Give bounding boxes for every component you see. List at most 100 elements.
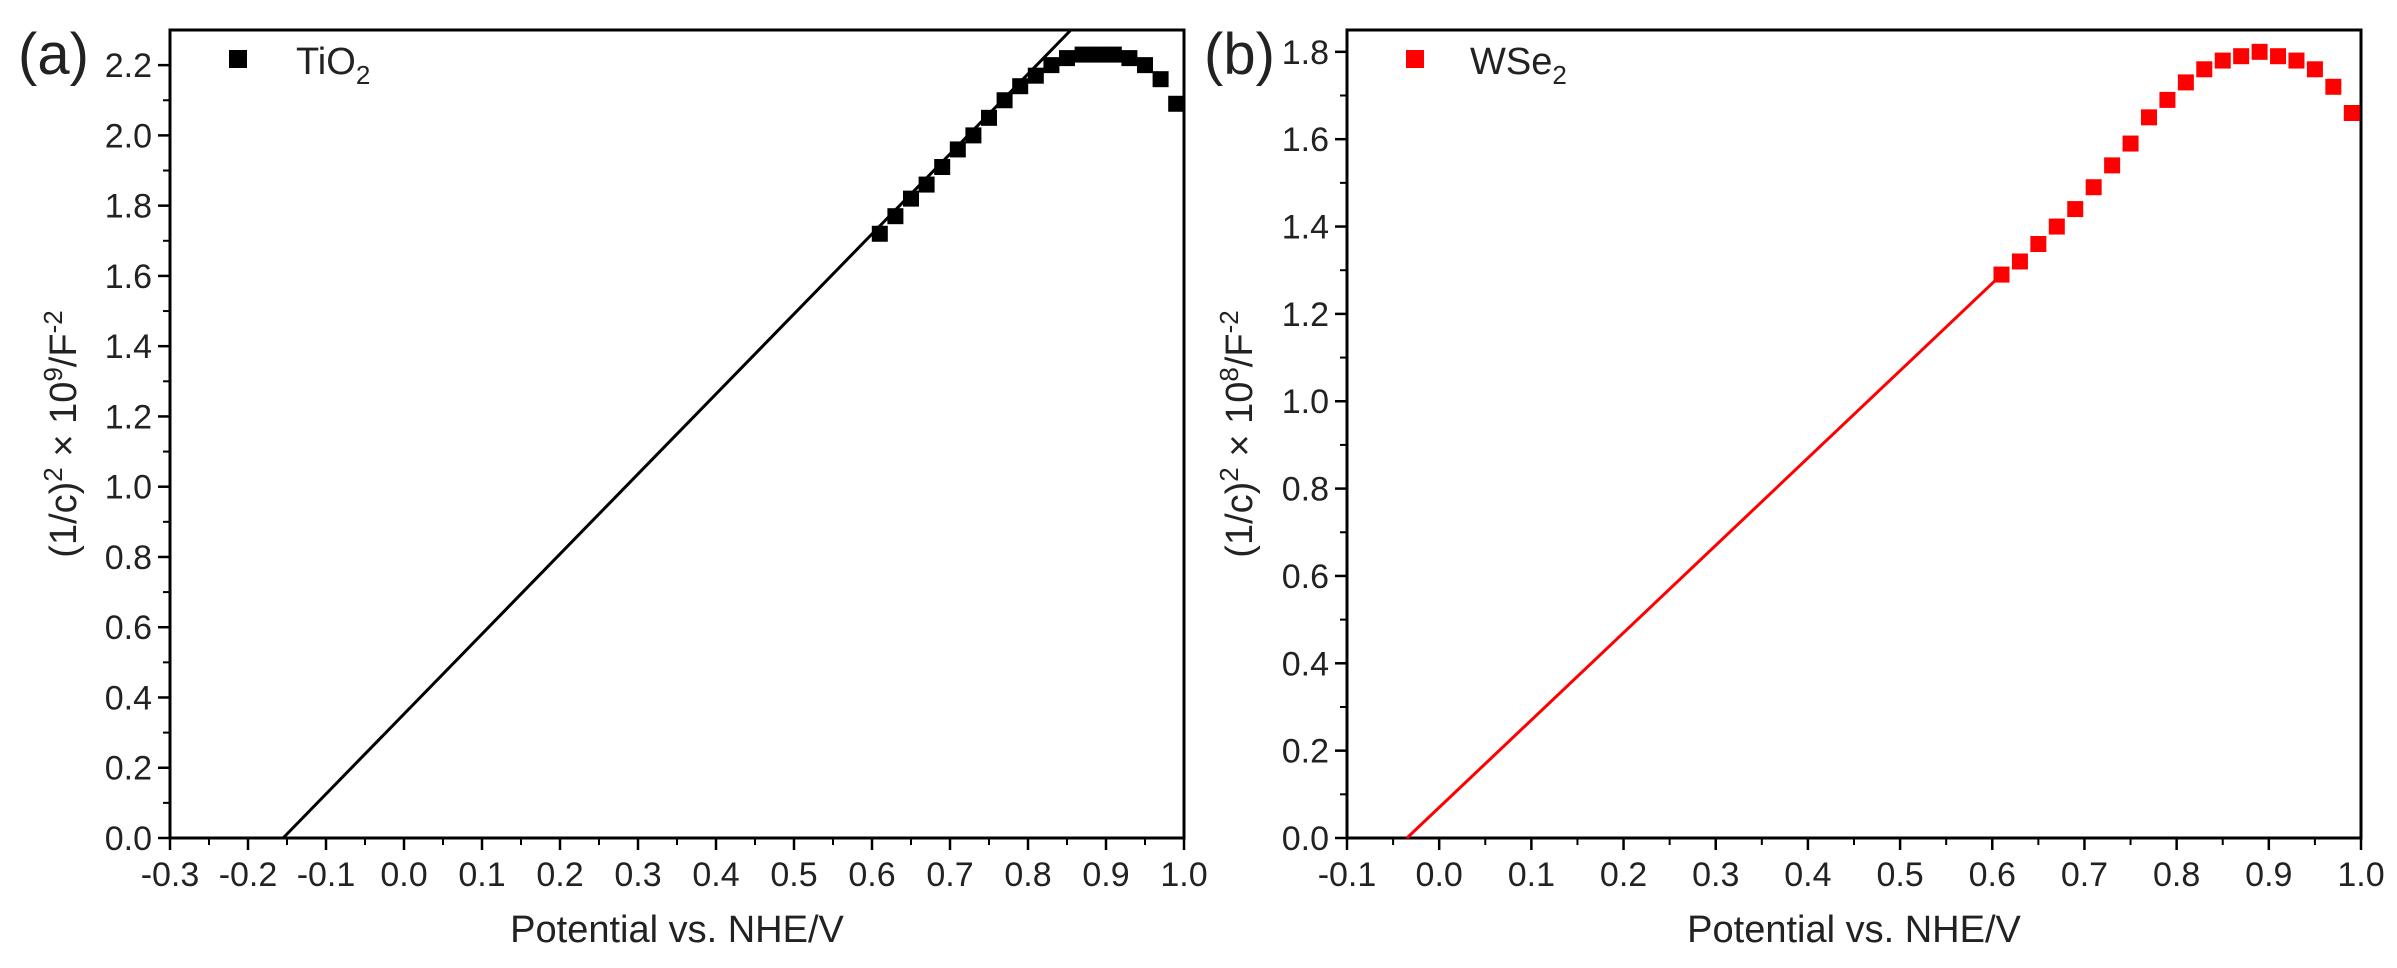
x-tick-label-b: 0.2 (1600, 856, 1647, 894)
x-tick-label-b: 0.0 (1416, 856, 1463, 894)
data-point-b (2159, 91, 2176, 108)
x-tick-label-a: -0.1 (297, 856, 356, 894)
data-point-b (2122, 135, 2139, 152)
data-point-a (1059, 50, 1075, 67)
y-tick-label-a: 2.2 (105, 47, 152, 85)
legend-b: WSe2 (1406, 41, 1567, 90)
data-point-a (996, 92, 1013, 109)
plot-area-b: -0.1 0.0 0.1 0.2 0.3 0.4 0.5 0.6 0.7 0.8 0.9 1.00.0… (1282, 28, 2385, 894)
legend-label-a: TiO2 (296, 41, 370, 90)
data-point-b (2306, 61, 2323, 78)
data-point-b (2196, 61, 2213, 78)
y-tick-label-b: 1.0 (1282, 383, 1329, 421)
x-tick-label-a: 0.1 (458, 856, 505, 894)
data-point-b (2085, 179, 2102, 196)
y-tick-label-b: 0.8 (1282, 471, 1329, 509)
x-tick-label-b: 0.5 (1876, 856, 1923, 894)
data-point-b (2214, 52, 2231, 69)
data-point-a (1043, 57, 1060, 74)
x-tick-label-b: 0.1 (1508, 856, 1555, 894)
legend-marker-b (1406, 50, 1424, 68)
data-point-b (2251, 43, 2268, 60)
data-points-b (1993, 43, 2360, 283)
data-point-a (871, 225, 888, 242)
y-tick-label-a: 1.4 (105, 328, 152, 366)
axis-ticks-b: -0.1 0.0 0.1 0.2 0.3 0.4 0.5 0.6 0.7 0.8 0.9 1.00.0… (1282, 34, 2385, 894)
x-tick-label-b: 0.9 (2245, 856, 2292, 894)
x-tick-label-b: 0.4 (1784, 856, 1831, 894)
x-tick-label-a: -0.2 (219, 856, 278, 894)
axis-ticks-a: -0.3 -0.2 -0.1 0.0 0.1 0.2 0.3 0.4 0.5 0.6 0.7 0.8 0… (105, 47, 1208, 894)
x-tick-label-a: 0.0 (380, 856, 427, 894)
x-tick-label-b: 0.7 (2061, 856, 2108, 894)
panel-b: (b) -0.1 0.0 0.1 0.2 0.3 0.4 0.5 0.6 0.7 0.8 0.9 1.… (1204, 22, 2385, 951)
x-tick-label-a: -0.3 (141, 856, 200, 894)
data-point-a (1074, 46, 1091, 63)
data-point-b (2233, 48, 2250, 65)
data-point-a (1121, 50, 1138, 67)
data-point-b (2140, 109, 2157, 126)
x-axis-title-b: Potential vs. NHE/V (1687, 909, 2021, 951)
data-points-a (871, 46, 1185, 242)
x-tick-label-b: 0.3 (1692, 856, 1739, 894)
y-axis-title-a: (1/c)2 × 109/F-2 (38, 310, 85, 557)
x-tick-label-a: 0.9 (1082, 856, 1129, 894)
data-point-a (918, 176, 935, 193)
y-tick-label-b: 1.2 (1282, 296, 1329, 334)
data-point-b (2067, 201, 2084, 218)
data-point-b (2343, 104, 2360, 121)
plot-area-a: -0.3 -0.2 -0.1 0.0 0.1 0.2 0.3 0.4 0.5 0.6 0.7 0.8 0… (105, 28, 1208, 894)
data-point-a (1012, 78, 1029, 95)
x-tick-label-b: 0.6 (1969, 856, 2016, 894)
data-point-a (981, 109, 997, 126)
y-tick-label-a: 0.6 (105, 609, 152, 647)
y-tick-label-b: 1.8 (1282, 34, 1329, 72)
data-point-b (2011, 253, 2028, 270)
y-tick-label-a: 0.0 (105, 820, 152, 858)
y-tick-label-b: 0.2 (1282, 733, 1329, 771)
legend-marker-a (229, 50, 247, 68)
data-point-b (2325, 78, 2342, 95)
x-tick-label-a: 0.8 (1004, 856, 1051, 894)
y-tick-label-a: 2.0 (105, 117, 152, 155)
legend-label-b: WSe2 (1470, 41, 1567, 90)
y-tick-label-a: 1.6 (105, 258, 152, 296)
panel-a: (a) -0.3 -0.2 -0.1 0.0 0.1 0.2 0.3 0.4 0.5 0.6 0.7… (18, 22, 1208, 951)
data-point-a (887, 208, 904, 225)
y-tick-label-b: 1.6 (1282, 121, 1329, 159)
data-point-a (949, 141, 966, 158)
x-tick-label-a: 0.3 (614, 856, 661, 894)
plot-frame-b (1345, 28, 2363, 840)
x-tick-label-a: 0.6 (848, 856, 895, 894)
data-point-a (1168, 95, 1185, 112)
x-tick-label-a: 0.2 (536, 856, 583, 894)
x-tick-label-a: 1.0 (1160, 856, 1207, 894)
y-tick-label-b: 1.4 (1282, 209, 1329, 247)
data-point-a (965, 127, 982, 144)
x-tick-label-a: 0.7 (926, 856, 973, 894)
x-tick-label-b: -0.1 (1318, 856, 1377, 894)
data-point-b (2177, 74, 2194, 91)
data-point-a (1105, 46, 1122, 63)
panel-label-a: (a) (18, 22, 89, 87)
y-tick-label-b: 0.0 (1282, 820, 1329, 858)
x-tick-label-b: 1.0 (2337, 856, 2384, 894)
data-point-b (2104, 157, 2121, 174)
legend-a: TiO2 (229, 41, 370, 90)
data-point-a (1137, 57, 1153, 74)
y-tick-label-a: 1.0 (105, 469, 152, 507)
fit-line-b (1405, 273, 2003, 840)
data-point-a (903, 190, 919, 207)
data-point-a (1152, 71, 1169, 88)
data-point-b (1993, 266, 2010, 283)
data-point-b (2030, 236, 2047, 253)
data-point-b (2288, 52, 2305, 69)
y-tick-label-a: 1.2 (105, 398, 152, 436)
y-axis-title-b: (1/c)2 × 108/F-2 (1214, 310, 1261, 557)
x-tick-label-a: 0.5 (770, 856, 817, 894)
y-tick-label-a: 0.4 (105, 679, 152, 717)
y-tick-label-b: 0.6 (1282, 558, 1329, 596)
x-tick-label-a: 0.4 (692, 856, 739, 894)
data-point-a (1027, 67, 1044, 84)
data-point-b (2270, 48, 2287, 65)
